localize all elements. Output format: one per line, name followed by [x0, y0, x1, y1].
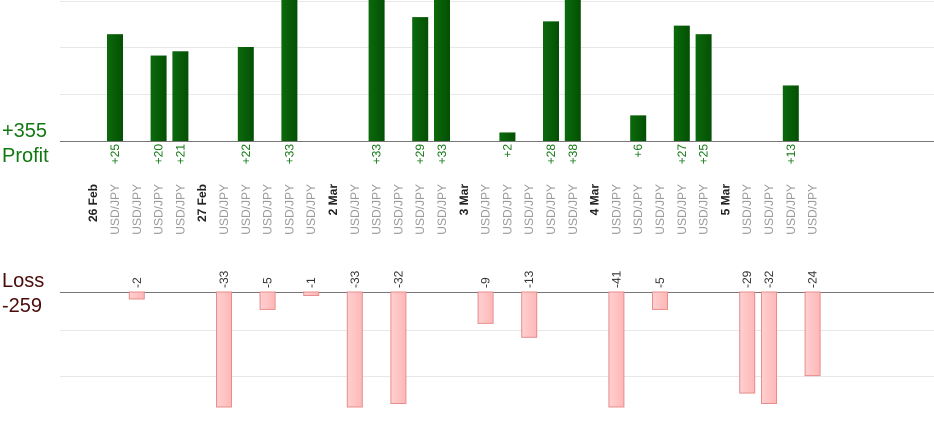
- profit-total: +355: [2, 120, 48, 142]
- pair-label: USD/JPY: [282, 184, 296, 235]
- profit-bar: [434, 0, 450, 141]
- pair-label: USD/JPY: [697, 184, 711, 235]
- profit-value-label: +22: [239, 144, 253, 165]
- profit-bar: [172, 51, 189, 141]
- loss-value-label: -5: [653, 277, 667, 288]
- loss-value-label: -24: [806, 270, 820, 288]
- pair-label: USD/JPY: [566, 184, 580, 235]
- loss-value-label: -5: [261, 277, 275, 288]
- pair-label: USD/JPY: [239, 184, 253, 235]
- pair-label: USD/JPY: [173, 184, 187, 235]
- profit-bar: [673, 25, 690, 141]
- profit-value-label: +28: [544, 144, 558, 165]
- pair-label: USD/JPY: [304, 184, 318, 235]
- pair-label: USD/JPY: [609, 184, 623, 235]
- loss-value-label: -32: [391, 270, 405, 288]
- profit-bar: [543, 21, 559, 142]
- pair-label: USD/JPY: [522, 184, 536, 235]
- profit-bar: [107, 34, 123, 141]
- loss-value-label: -29: [740, 270, 754, 288]
- pair-label: USD/JPY: [348, 184, 362, 235]
- date-label: 2 Mar: [326, 184, 340, 216]
- pair-label: USD/JPY: [435, 184, 449, 235]
- loss-value-label: -33: [217, 270, 231, 288]
- profit-value-label: +25: [108, 144, 122, 165]
- loss-value-label: -13: [522, 270, 536, 288]
- loss-bar: [303, 291, 320, 296]
- date-label: 26 Feb: [86, 184, 100, 222]
- loss-value-label: -32: [762, 270, 776, 288]
- loss-value-label: -2: [130, 277, 144, 288]
- loss-total: -259: [2, 295, 43, 317]
- pair-label: USD/JPY: [631, 184, 645, 235]
- profit-bar: [150, 55, 167, 141]
- profit-bar: [630, 115, 647, 141]
- pair-label: USD/JPY: [370, 184, 384, 235]
- profit-bar: [564, 0, 581, 141]
- profit-bar: [695, 34, 712, 141]
- profit-value-label: +21: [173, 144, 187, 165]
- pair-label: USD/JPY: [544, 184, 558, 235]
- profit-bar: [368, 0, 385, 141]
- date-label: 4 Mar: [588, 184, 602, 216]
- profit-value-label: +20: [152, 144, 166, 165]
- loss-bar: [216, 291, 232, 408]
- pair-label: USD/JPY: [261, 184, 275, 235]
- pair-label: USD/JPY: [391, 184, 405, 235]
- pair-label: USD/JPY: [806, 184, 820, 235]
- profit-value-label: +25: [697, 144, 711, 165]
- loss-value-label: -41: [609, 270, 623, 288]
- loss-bar: [739, 291, 756, 394]
- profit-bar: [237, 47, 254, 141]
- loss-bar: [390, 291, 407, 405]
- profit-value-label: +27: [675, 144, 689, 165]
- profit-value-label: +29: [413, 144, 427, 165]
- pair-label: USD/JPY: [152, 184, 166, 235]
- loss-bar: [804, 291, 821, 377]
- date-label: 5 Mar: [718, 184, 732, 216]
- profit-value-label: +33: [370, 144, 384, 165]
- loss-bar: [259, 291, 276, 310]
- profit-label: Profit: [2, 145, 49, 167]
- profit-bar: [499, 132, 516, 141]
- profit-value-label: +2: [500, 144, 514, 158]
- pair-label: USD/JPY: [653, 184, 667, 235]
- profit-value-label: +6: [631, 144, 645, 158]
- loss-bar: [652, 291, 668, 310]
- loss-label: Loss: [2, 270, 45, 292]
- loss-value-label: -9: [479, 277, 493, 288]
- loss-bar: [477, 291, 494, 324]
- pair-label: USD/JPY: [762, 184, 776, 235]
- pair-label: USD/JPY: [108, 184, 122, 235]
- pair-label: USD/JPY: [217, 184, 231, 235]
- loss-value-label: -1: [304, 277, 318, 288]
- profit-value-label: +33: [282, 144, 296, 165]
- pair-label: USD/JPY: [675, 184, 689, 235]
- pair-label: USD/JPY: [740, 184, 754, 235]
- loss-bar: [128, 291, 145, 300]
- loss-bar: [346, 291, 363, 408]
- profit-value-label: +33: [435, 144, 449, 165]
- profit-bar: [782, 85, 799, 141]
- profit-value-label: +13: [784, 144, 798, 165]
- pair-label: USD/JPY: [500, 184, 514, 235]
- loss-bar: [761, 291, 777, 405]
- profit-bar: [412, 17, 429, 141]
- loss-value-label: -33: [348, 270, 362, 288]
- loss-bar: [608, 291, 625, 408]
- profit-bar: [281, 0, 298, 141]
- loss-bar: [521, 291, 538, 338]
- date-label: 27 Feb: [195, 184, 209, 222]
- pair-label: USD/JPY: [479, 184, 493, 235]
- pair-label: USD/JPY: [130, 184, 144, 235]
- date-label: 3 Mar: [457, 184, 471, 216]
- pair-label: USD/JPY: [413, 184, 427, 235]
- pair-label: USD/JPY: [784, 184, 798, 235]
- profit-value-label: +38: [566, 144, 580, 165]
